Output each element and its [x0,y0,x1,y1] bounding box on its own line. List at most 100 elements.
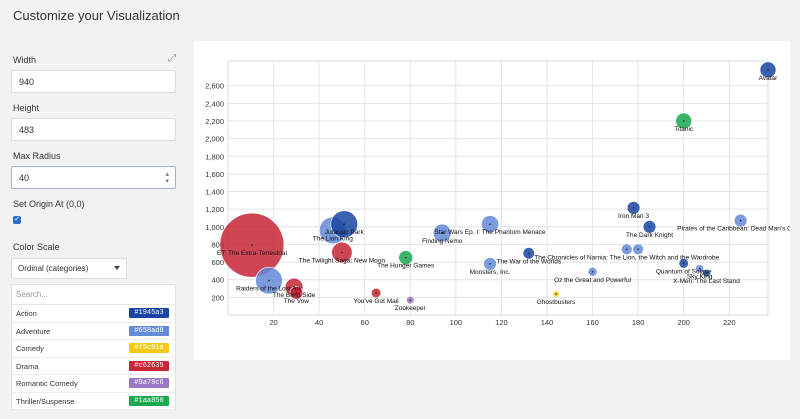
x-tick-label: 60 [361,318,369,327]
bubble-label: Titanic [674,126,694,133]
bubble-center-dot [648,226,651,228]
bubble-label: Monsters, Inc. [470,269,511,276]
bubble-center-dot [625,248,628,251]
bubble-label: The Chronicles of Narnia: The Lion, the … [534,254,719,261]
x-tick-label: 200 [677,318,690,327]
bubble-chart: 200 400 600 800 1,000 1,200 1,400 1,600 1,800 2,0… [205,60,800,327]
max-radius-label: Max Radius [13,151,61,161]
category-color-swatch[interactable]: #f5c91a [129,343,169,353]
max-radius-value: 40 [19,173,30,183]
bubble-center-dot [489,263,491,265]
bubble-center-dot [698,267,701,270]
category-color-swatch[interactable]: #9a78c6 [129,378,169,388]
bubble-label: The Hunger Games [377,263,435,270]
x-tick-label: 160 [586,318,599,327]
y-tick-label: 1,600 [205,170,224,179]
x-tick-label: 80 [406,318,414,327]
y-tick-label: 400 [211,276,224,285]
bubble-label: Iron Man 3 [618,213,649,220]
bubble-label: Raiders of the Lost Ark [236,286,303,293]
search-input[interactable]: Search... [12,285,175,305]
stepper-icon[interactable]: ▴ ▾ [165,171,169,185]
bubble-label: You've Got Mail [354,298,400,305]
x-tick-label: 100 [450,318,463,327]
bubble-center-dot [682,262,685,265]
width-input[interactable]: 940 [11,70,176,93]
category-name: Adventure [16,326,51,336]
origin-checkbox[interactable]: ✓ [13,216,21,224]
expand-icon[interactable]: ⤢ [168,53,176,64]
page-title: Customize your Visualization [13,8,180,23]
origin-label: Set Origin At (0,0) [13,199,85,209]
y-tick-label: 600 [211,258,224,267]
y-tick-label: 1,400 [205,188,224,197]
category-row[interactable]: Action #1945a3 [12,305,175,323]
y-tick-label: 800 [211,240,224,249]
bubble-label: Finding Nemo [422,238,463,245]
color-scale-value: Ordinal (categories) [18,264,89,273]
bubble-center-dot [555,293,557,295]
bubble-label: Jurassic Park [325,229,365,236]
x-tick-label: 20 [269,318,277,327]
bubble-label: Pirates of the Caribbean: Dead Man's Che… [677,226,790,233]
width-label: Width [13,55,37,65]
category-color-swatch[interactable]: #1aa850 [129,395,169,406]
bubble-center-dot [268,279,270,282]
x-tick-label: 120 [495,318,508,327]
bubble-center-dot [739,219,742,222]
chart-card: 200 400 600 800 1,000 1,200 1,400 1,600 1,800 2,0… [194,41,800,360]
bubble-center-dot [682,120,685,122]
bubble-label: Star Wars Ep. I: The Phantom Menace [434,229,546,236]
y-tick-label: 1,000 [205,223,224,232]
bubble-center-dot [404,256,407,259]
y-tick-label: 2,600 [205,82,224,91]
bubble-center-dot [251,244,253,246]
category-color-swatch[interactable]: #c62635 [129,360,169,371]
max-radius-input[interactable]: 40 ▴ ▾ [11,166,176,189]
bubble-label: The Dark Knight [626,232,673,239]
category-name: Romantic Comedy [16,379,78,388]
bubble-center-dot [591,270,594,273]
bubble-label: Quantum of Solace [656,268,712,275]
bubble-center-dot [705,272,708,274]
y-tick-label: 2,000 [205,135,224,144]
bubble-label: ET: The Extra-Terrestrial [217,250,288,257]
bubble-center-dot [489,223,491,225]
bubble-center-dot [343,223,346,225]
category-row[interactable]: Comedy #f5c91a [12,340,175,358]
bubble-center-dot [632,207,635,209]
bubble-label: X-Men: The Last Stand [673,278,740,285]
y-tick-label: 1,800 [205,152,224,161]
y-tick-label: 2,400 [205,99,224,108]
category-name: Thriller/Suspense [16,396,75,406]
category-row[interactable]: Adventure #658ad8 [12,323,175,340]
bubble-label: The Vow [284,298,310,305]
x-tick-label: 180 [632,318,645,327]
category-color-swatch[interactable]: #658ad8 [129,325,169,336]
height-input[interactable]: 483 [11,118,176,141]
y-tick-label: 1,200 [205,205,224,214]
bubble-center-dot [341,251,343,254]
category-row[interactable]: Thriller/Suspense #1aa850 [12,393,175,410]
bubble-label: Ghostbusters [537,299,576,306]
bubble-label: Avatar [759,75,779,82]
x-tick-label: 40 [315,318,323,327]
category-row[interactable]: Romantic Comedy #9a78c6 [12,375,175,393]
category-name: Comedy [16,344,44,353]
bubble-center-dot [295,292,298,294]
chevron-down-icon [114,266,120,270]
category-color-swatch[interactable]: #1945a3 [129,308,169,318]
x-tick-label: 220 [723,318,736,327]
y-tick-label: 2,200 [205,117,224,126]
bubble-label: Sky King [687,274,713,281]
bubble-center-dot [767,69,769,71]
y-tick-label: 200 [211,293,224,302]
category-row[interactable]: Drama #c62635 [12,358,175,375]
color-scale-select[interactable]: Ordinal (categories) [11,258,127,279]
bubble-label: Oz the Great and Powerful [554,277,632,284]
bubble-label: The Blind Side [273,292,316,299]
x-tick-label: 140 [541,318,554,327]
bubble-center-dot [409,299,412,301]
bubble-center-dot [375,292,377,294]
bubble-center-dot [637,248,639,251]
